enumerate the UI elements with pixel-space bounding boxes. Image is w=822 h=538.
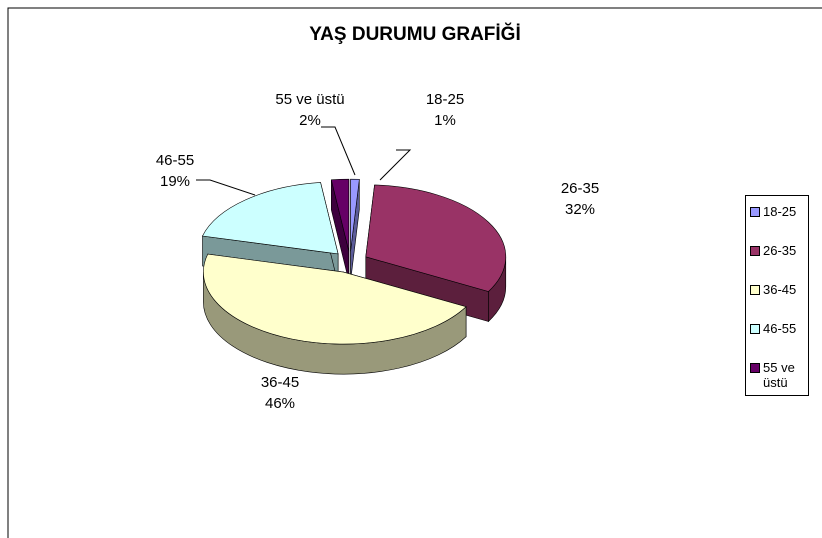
leader-line bbox=[196, 179, 256, 196]
legend-label: 46-55 bbox=[763, 321, 797, 336]
data-label-value: 2% bbox=[299, 112, 321, 129]
legend-label: 18-25 bbox=[763, 204, 797, 219]
leader-line bbox=[379, 149, 412, 181]
legend-entry: 55 ve üstü bbox=[750, 360, 806, 399]
legend-entry: 18-25 bbox=[750, 204, 806, 243]
legend-label: 26-35 bbox=[763, 243, 797, 258]
pie-slice bbox=[365, 184, 507, 292]
legend-swatch bbox=[750, 246, 760, 256]
pie-slice bbox=[203, 253, 467, 345]
data-label-value: 46% bbox=[265, 395, 295, 412]
legend-swatch bbox=[750, 207, 760, 217]
data-label-category: 46-55 bbox=[156, 152, 194, 169]
data-label-category: 55 ve üstü bbox=[275, 91, 344, 108]
leader-line bbox=[321, 126, 356, 176]
legend: 18-25 26-35 36-45 46-55 55 ve üstü bbox=[745, 195, 809, 396]
data-label-category: 36-45 bbox=[261, 374, 299, 391]
legend-swatch bbox=[750, 324, 760, 334]
pie-slice bbox=[350, 178, 360, 252]
data-label-category: 18-25 bbox=[426, 91, 464, 108]
chart-frame bbox=[7, 7, 822, 538]
pie-slice bbox=[202, 182, 339, 255]
legend-entry: 26-35 bbox=[750, 243, 806, 282]
data-label-value: 19% bbox=[160, 173, 190, 190]
legend-label: 36-45 bbox=[763, 282, 797, 297]
chart-title: YAŞ DURUMU GRAFİĞİ bbox=[309, 23, 520, 45]
legend-swatch bbox=[750, 285, 760, 295]
pie-tops bbox=[202, 178, 507, 345]
legend-entry: 46-55 bbox=[750, 321, 806, 360]
legend-swatch bbox=[750, 363, 760, 373]
legend-entry: 36-45 bbox=[750, 282, 806, 321]
legend-label: 55 ve üstü bbox=[763, 360, 795, 390]
data-label-category: 26-35 bbox=[561, 180, 599, 197]
data-label-value: 32% bbox=[565, 201, 595, 218]
data-label-value: 1% bbox=[434, 112, 456, 129]
pie-slice bbox=[330, 178, 350, 252]
